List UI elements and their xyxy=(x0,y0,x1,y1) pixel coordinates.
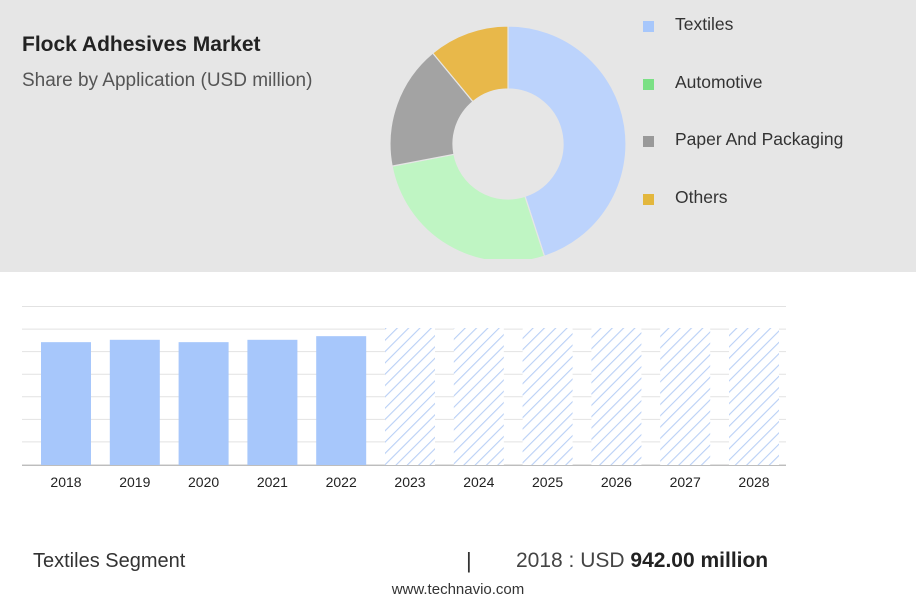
legend-item-textiles: Textiles xyxy=(640,12,910,70)
legend-label: Paper And Packaging xyxy=(675,129,844,149)
x-tick-label: 2027 xyxy=(670,474,701,490)
x-tick-label: 2024 xyxy=(463,474,494,490)
x-tick-label: 2021 xyxy=(257,474,288,490)
legend-item-others: Others xyxy=(640,185,910,243)
donut-slice-automotive xyxy=(391,153,546,259)
forecast-bar-2027 xyxy=(660,328,711,465)
x-tick-label: 2026 xyxy=(601,474,632,490)
legend-swatch xyxy=(643,21,654,32)
x-tick-label: 2028 xyxy=(738,474,769,490)
forecast-bar-2023 xyxy=(385,328,435,465)
legend-label: Others xyxy=(675,186,728,207)
bar-2020 xyxy=(178,342,229,465)
footer-separator: | xyxy=(466,548,472,573)
forecast-bar-2026 xyxy=(591,328,642,465)
donut-slices xyxy=(389,25,627,259)
x-tick-label: 2023 xyxy=(394,474,425,490)
legend-swatch xyxy=(643,78,654,90)
chart-title: Flock Adhesives Market xyxy=(22,33,261,56)
legend-label: Automotive xyxy=(675,71,763,92)
legend: Textiles Automotive Paper And Packaging … xyxy=(640,12,910,242)
legend-item-paper-and-packaging: Paper And Packaging xyxy=(640,127,910,185)
forecast-bar-2025 xyxy=(522,328,573,465)
forecast-bar-2024 xyxy=(453,328,504,465)
donut-slice-others xyxy=(431,25,509,103)
legend-swatch xyxy=(643,136,654,147)
donut-slice-textiles xyxy=(507,25,627,257)
source-url: www.technavio.com xyxy=(391,581,525,598)
x-tick-label: 2019 xyxy=(119,474,150,490)
x-tick-label: 2022 xyxy=(326,474,357,490)
x-tick-label: 2025 xyxy=(532,474,563,490)
legend-swatch xyxy=(643,193,654,205)
segment-value: 2018 : USD 942.00 million xyxy=(516,549,768,573)
bar-2019 xyxy=(109,339,160,465)
bar-2018 xyxy=(41,342,91,465)
bar-2021 xyxy=(247,339,298,465)
donut-chart xyxy=(389,25,627,259)
segment-value-amount: 942.00 million xyxy=(630,549,769,572)
segment-name: Textiles Segment xyxy=(33,550,186,572)
legend-item-automotive: Automotive xyxy=(640,70,910,128)
summary-panel: Flock Adhesives Market Share by Applicat… xyxy=(0,0,916,272)
segment-value-prefix: 2018 : USD xyxy=(516,549,631,572)
forecast-bar-2028 xyxy=(729,328,779,465)
bar-2022 xyxy=(316,336,367,465)
bar-chart: 2018 2019 2020 2021 2022 2023 2024 2025 2026 2027… xyxy=(22,306,786,490)
x-tick-label: 2020 xyxy=(188,474,219,490)
chart-subtitle: Share by Application (USD million) xyxy=(22,70,313,91)
legend-label: Textiles xyxy=(675,14,734,34)
x-tick-label: 2018 xyxy=(50,474,81,490)
